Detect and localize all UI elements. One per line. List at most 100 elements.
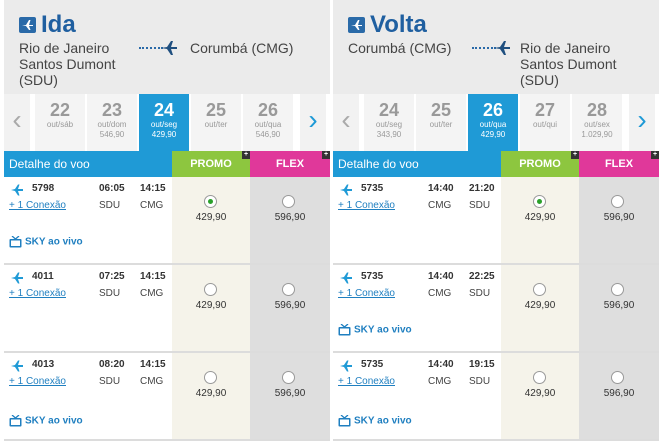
date-weekday: out/seg: [150, 120, 178, 129]
arrival-time: 14:15: [140, 359, 166, 370]
date-option[interactable]: 25 out/ter: [190, 94, 241, 151]
date-option[interactable]: 24 out/seg 343,90: [363, 94, 414, 151]
flex-fare-cell[interactable]: 596,90: [250, 353, 330, 439]
date-day: 26: [257, 100, 279, 120]
flex-radio[interactable]: [611, 195, 624, 208]
promo-price: 429,90: [195, 300, 227, 311]
date-weekday: out/ter: [429, 120, 453, 129]
promo-header: PROMO +: [172, 151, 250, 177]
promo-fare-cell[interactable]: 429,90: [172, 353, 250, 439]
destination-airport: Santos Dumont: [520, 56, 617, 72]
date-day: 25: [430, 100, 452, 120]
promo-radio[interactable]: [204, 283, 217, 296]
flight-number: 4011: [32, 271, 54, 282]
plus-icon[interactable]: +: [571, 151, 579, 159]
date-option[interactable]: 25 out/ter: [415, 94, 466, 151]
promo-fare-cell[interactable]: 429,90: [501, 265, 579, 351]
arrival-airport: SDU: [469, 288, 491, 299]
connection-link[interactable]: + 1 Conexão: [9, 200, 66, 211]
connection-link[interactable]: + 1 Conexão: [338, 376, 395, 387]
chevron-left-icon[interactable]: ‹: [333, 94, 359, 151]
return-header: Volta Corumbá (CMG) Rio de Janeiro Santo…: [333, 0, 659, 94]
sky-live-link[interactable]: SKY ao vivo: [9, 235, 83, 248]
promo-radio[interactable]: [533, 283, 546, 296]
plane-icon: [11, 360, 23, 372]
flex-fare-cell[interactable]: 596,90: [579, 265, 659, 351]
flex-radio[interactable]: [282, 195, 295, 208]
arrival-time: 22:25: [469, 271, 495, 282]
flex-radio[interactable]: [282, 371, 295, 384]
date-option[interactable]: 22 out/sáb: [34, 94, 85, 151]
plane-icon: [11, 184, 23, 196]
flight-number: 5735: [361, 183, 384, 194]
promo-radio[interactable]: [204, 371, 217, 384]
sky-live-link[interactable]: SKY ao vivo: [9, 414, 83, 427]
destination-code: (SDU): [520, 72, 559, 88]
promo-radio[interactable]: [204, 195, 217, 208]
connection-link[interactable]: + 1 Conexão: [338, 288, 395, 299]
flight-row: 4013 + 1 Conexão 08:20 14:15 SDU CMG SKY…: [4, 353, 330, 441]
date-option-selected[interactable]: 24 out/seg 429,90: [138, 94, 189, 151]
plus-icon[interactable]: +: [651, 151, 659, 159]
flex-fare-cell[interactable]: 596,90: [250, 177, 330, 263]
plus-icon[interactable]: +: [242, 151, 250, 159]
destination-city: Rio de Janeiro: [520, 40, 611, 56]
connection-link[interactable]: + 1 Conexão: [9, 288, 66, 299]
promo-fare-cell[interactable]: 429,90: [172, 177, 250, 263]
promo-radio[interactable]: [533, 195, 546, 208]
connection-link[interactable]: + 1 Conexão: [9, 376, 66, 387]
date-day: 24: [153, 100, 175, 120]
flex-fare-cell[interactable]: 596,90: [250, 265, 330, 351]
connection-label: + 1 Conexão: [9, 376, 66, 387]
connection-link[interactable]: + 1 Conexão: [338, 200, 395, 211]
arrival-time: 19:15: [469, 359, 495, 370]
arrival-airport: CMG: [140, 376, 164, 387]
return-panel: Volta Corumbá (CMG) Rio de Janeiro Santo…: [333, 0, 659, 441]
flight-row: 5735 + 1 Conexão 14:40 22:25 CMG SDU SKY…: [333, 265, 659, 353]
date-option[interactable]: 28 out/sex 1.029,90: [571, 94, 622, 151]
date-price: 1.029,90: [581, 130, 613, 139]
promo-fare-cell[interactable]: 429,90: [172, 265, 250, 351]
flight-row: 5735 + 1 Conexão 14:40 21:20 CMG SDU 429…: [333, 177, 659, 265]
flex-fare-cell[interactable]: 596,90: [579, 353, 659, 439]
flex-radio[interactable]: [282, 283, 295, 296]
flex-price: 596,90: [603, 300, 635, 311]
sky-live-link[interactable]: SKY ao vivo: [338, 414, 412, 427]
chevron-right-icon[interactable]: ›: [300, 94, 326, 151]
connection-label: + 1 Conexão: [9, 200, 66, 211]
flight-row: 5735 + 1 Conexão 14:40 19:15 CMG SDU SKY…: [333, 353, 659, 441]
flex-header: FLEX +: [250, 151, 330, 177]
chevron-left-icon[interactable]: ‹: [4, 94, 30, 151]
sky-live-link[interactable]: SKY ao vivo: [338, 323, 412, 336]
promo-radio[interactable]: [533, 371, 546, 384]
flex-price: 596,90: [603, 388, 635, 399]
date-weekday: out/qua: [254, 120, 282, 129]
date-option[interactable]: 23 out/dom 546,90: [86, 94, 137, 151]
tv-icon: [338, 414, 351, 427]
flight-number: 5798: [32, 183, 55, 194]
chevron-right-icon[interactable]: ›: [629, 94, 655, 151]
fare-table-header: Detalhe do voo PROMO + FLEX +: [4, 151, 330, 177]
flex-radio[interactable]: [611, 371, 624, 384]
departure-time: 07:25: [99, 271, 125, 282]
date-price: 343,90: [376, 130, 402, 139]
plane-icon: [348, 17, 365, 33]
date-selector: ‹ 24 out/seg 343,90 25 out/ter 26 out/qu…: [333, 94, 659, 151]
promo-fare-cell[interactable]: 429,90: [501, 177, 579, 263]
plus-icon[interactable]: +: [322, 151, 330, 159]
date-option[interactable]: 26 out/qua 546,90: [242, 94, 293, 151]
date-day: 22: [49, 100, 71, 120]
date-option-selected[interactable]: 26 out/qua 429,90: [467, 94, 518, 151]
arrival-time: 21:20: [469, 183, 495, 194]
date-price: 546,90: [99, 130, 125, 139]
connection-label: + 1 Conexão: [9, 288, 66, 299]
panel-title: Volta: [370, 11, 427, 38]
date-weekday: out/sáb: [46, 120, 74, 129]
promo-fare-cell[interactable]: 429,90: [501, 353, 579, 439]
flex-radio[interactable]: [611, 283, 624, 296]
date-weekday: out/seg: [375, 120, 403, 129]
connection-label: + 1 Conexão: [338, 200, 395, 211]
flex-fare-cell[interactable]: 596,90: [579, 177, 659, 263]
date-day: 24: [378, 100, 400, 120]
date-option[interactable]: 27 out/qui: [519, 94, 570, 151]
